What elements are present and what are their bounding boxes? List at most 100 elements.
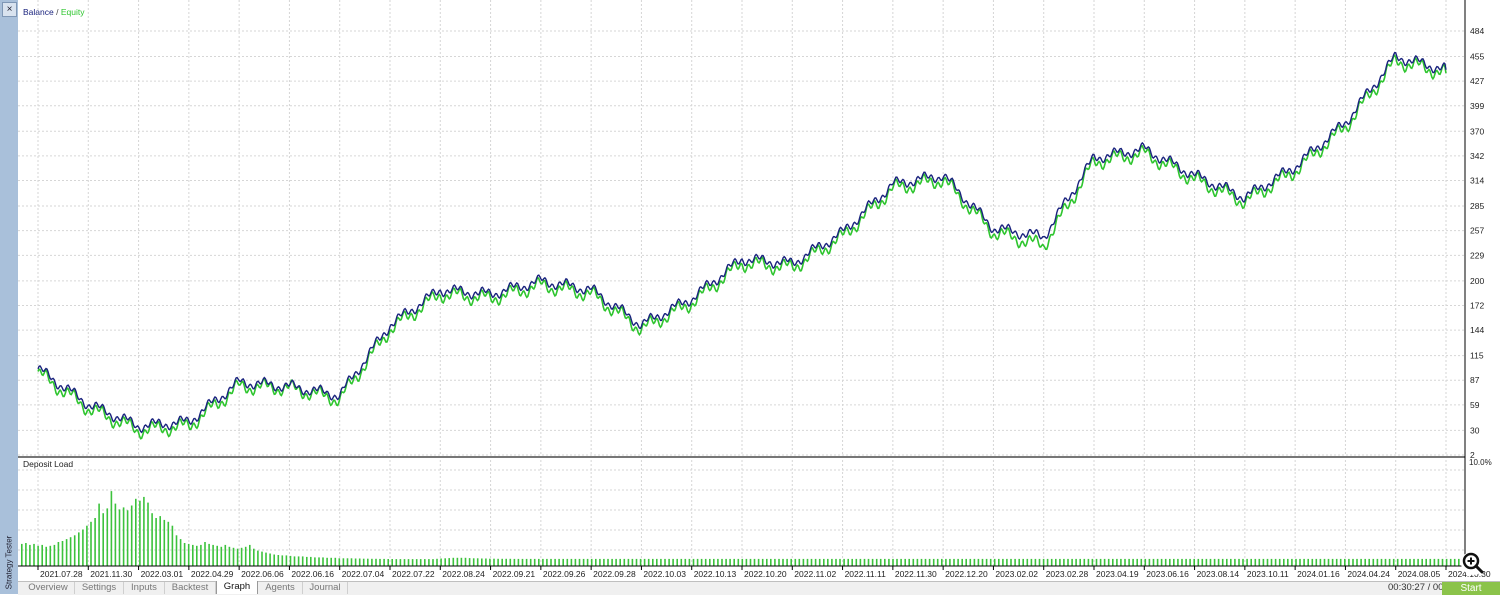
- deposit-load-bar: [753, 558, 756, 566]
- deposit-load-bar: [1339, 558, 1342, 566]
- deposit-load-bar: [1278, 558, 1281, 566]
- gridlines-top: [18, 0, 1465, 566]
- deposit-load-bar: [790, 558, 792, 566]
- zoom-button[interactable]: [1461, 551, 1485, 575]
- deposit-load-bar: [977, 558, 980, 566]
- deposit-load-bar: [778, 558, 780, 566]
- deposit-load-bar: [139, 500, 141, 566]
- deposit-load-bar: [676, 558, 678, 566]
- deposit-load-bar: [965, 558, 967, 566]
- deposit-load-bar: [900, 558, 902, 566]
- y-tick-label: 370: [1470, 126, 1484, 136]
- deposit-load-bar: [448, 558, 450, 566]
- deposit-load-bar: [253, 548, 255, 566]
- deposit-load-bar: [928, 558, 931, 566]
- deposit-load-bar: [419, 559, 422, 566]
- deposit-load-bar: [1136, 558, 1138, 566]
- deposit-load-bar: [957, 558, 959, 566]
- deposit-load-bar: [1156, 558, 1159, 566]
- deposit-load-bar: [1307, 558, 1309, 566]
- deposit-load-bar: [529, 558, 532, 566]
- deposit-load-bar: [586, 558, 589, 566]
- deposit-load-bar: [1246, 558, 1248, 566]
- x-tick-label: 2023.08.14: [1197, 569, 1240, 579]
- deposit-load-bar: [1291, 558, 1293, 566]
- deposit-load-bar: [249, 544, 251, 566]
- start-button[interactable]: Start: [1442, 582, 1500, 595]
- deposit-load-bar: [1189, 558, 1191, 566]
- deposit-load-bar: [1059, 558, 1061, 566]
- deposit-load-bar: [1209, 558, 1212, 566]
- deposit-load-bar: [672, 558, 674, 566]
- deposit-load-bar: [175, 535, 178, 566]
- deposit-load-bar: [1449, 558, 1452, 566]
- deposit-load-bar: [1177, 558, 1179, 566]
- y-tick-label: 427: [1470, 76, 1484, 86]
- deposit-load-bar: [485, 558, 487, 566]
- deposit-load-bar: [57, 542, 60, 566]
- deposit-load-bar: [851, 558, 853, 566]
- deposit-load-bar: [1368, 558, 1370, 566]
- deposit-load-bar: [786, 558, 788, 566]
- deposit-load-bar: [1197, 558, 1200, 566]
- deposit-load-bar: [265, 552, 267, 566]
- legend-equity: Equity: [61, 7, 85, 17]
- deposit-load-bar: [1396, 558, 1399, 566]
- tab-settings[interactable]: Settings: [75, 582, 124, 594]
- deposit-load-bar: [611, 558, 613, 566]
- deposit-load-bar: [25, 543, 27, 566]
- deposit-load-bar: [1323, 558, 1326, 566]
- deposit-load-bar: [733, 558, 735, 566]
- deposit-load-bar: [945, 558, 947, 566]
- deposit-load-bar: [668, 558, 670, 566]
- deposit-load-bar: [1079, 558, 1081, 566]
- deposit-load-bar: [615, 558, 617, 566]
- deposit-load-bar: [1018, 558, 1020, 566]
- tab-graph[interactable]: Graph: [216, 581, 258, 594]
- deposit-load-bar: [664, 558, 666, 566]
- deposit-load-bar: [741, 558, 744, 566]
- tab-backtest[interactable]: Backtest: [165, 582, 216, 594]
- deposit-load-bar: [1128, 558, 1130, 566]
- deposit-load-bar: [1071, 558, 1073, 566]
- deposit-load-bar: [1116, 558, 1118, 566]
- deposit-load-bar: [73, 535, 76, 566]
- deposit-load-bar: [1181, 558, 1183, 566]
- deposit-load-bar: [639, 558, 642, 566]
- deposit-load-title: Deposit Load: [23, 459, 73, 469]
- close-button[interactable]: ×: [2, 2, 17, 17]
- deposit-load-bar: [220, 546, 223, 566]
- deposit-load-bar: [1258, 558, 1261, 566]
- tab-overview[interactable]: Overview: [22, 582, 75, 594]
- tab-inputs[interactable]: Inputs: [124, 582, 165, 594]
- deposit-load-bar: [1140, 558, 1143, 566]
- deposit-load-bar: [41, 544, 43, 566]
- deposit-load-bar: [114, 503, 117, 566]
- deposit-load-bar: [1254, 558, 1257, 566]
- deposit-load-bar: [1144, 558, 1147, 566]
- deposit-load-bar: [358, 558, 361, 566]
- x-tick-label: 2022.06.06: [241, 569, 284, 579]
- deposit-load-bar: [700, 558, 703, 566]
- deposit-load-bar: [362, 558, 365, 566]
- y-tick-label: 172: [1470, 300, 1484, 310]
- deposit-load-bar: [1287, 558, 1289, 566]
- deposit-load-bar: [33, 543, 35, 566]
- deposit-load-bar: [1046, 558, 1049, 566]
- deposit-load-bar: [395, 559, 398, 566]
- deposit-load-bar: [45, 546, 47, 566]
- deposit-load-bar: [643, 558, 646, 566]
- deposit-load-bar: [155, 518, 157, 566]
- deposit-load-bar: [456, 557, 459, 566]
- tab-agents[interactable]: Agents: [258, 582, 303, 594]
- deposit-load-bar: [1022, 558, 1024, 566]
- deposit-load-bar: [1441, 558, 1444, 566]
- tab-journal[interactable]: Journal: [303, 582, 348, 594]
- y-axis-labels: 484 455 427 399 370 342 314 285 257 229 200 172 144 1…: [1470, 26, 1484, 460]
- deposit-load-bar: [713, 558, 715, 566]
- deposit-load-bar: [749, 558, 752, 566]
- deposit-load-bar: [273, 554, 275, 566]
- deposit-load-bar: [187, 543, 190, 566]
- deposit-load-bar: [171, 525, 174, 566]
- deposit-load-bar: [521, 558, 524, 566]
